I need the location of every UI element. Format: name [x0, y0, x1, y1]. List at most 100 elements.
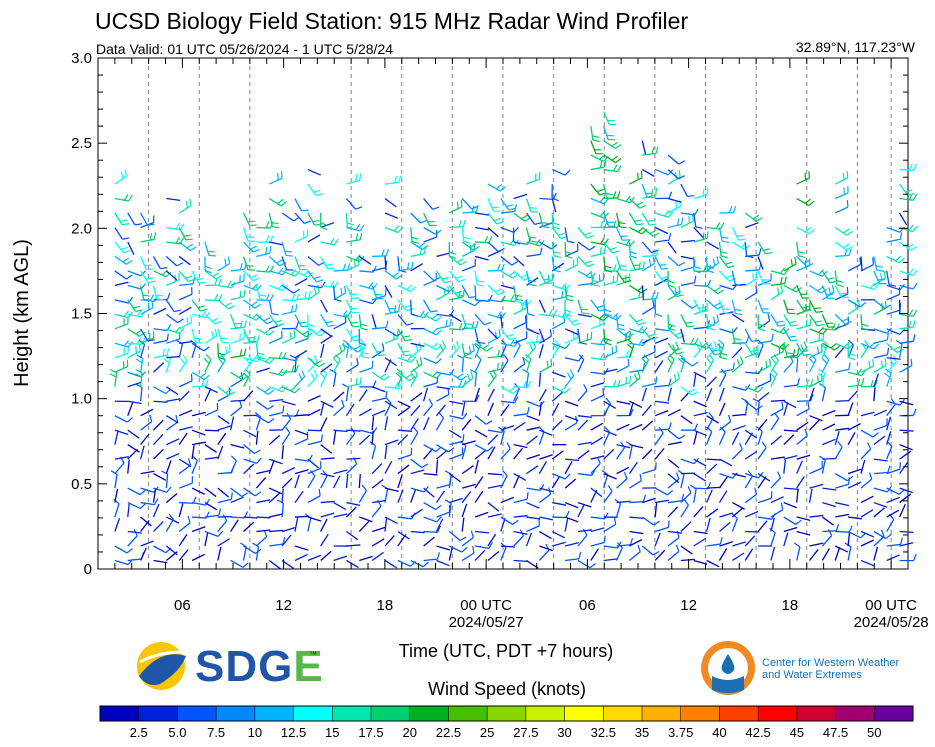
wind-barb-feather — [667, 357, 673, 364]
wind-barb — [191, 445, 195, 460]
wind-barb — [435, 404, 446, 417]
wind-barb — [835, 368, 850, 373]
wind-barb-feather — [355, 377, 358, 385]
wind-barb-feather — [872, 432, 879, 438]
wind-barb-feather — [285, 254, 293, 257]
wind-barb — [448, 429, 462, 439]
wind-barb — [898, 343, 903, 358]
wind-barb — [565, 458, 580, 462]
wind-barb — [294, 438, 308, 446]
wind-barb-feather — [716, 256, 719, 264]
wind-barb — [448, 270, 459, 283]
wind-barb-feather — [464, 323, 472, 325]
wind-barb-feather — [201, 379, 205, 387]
wind-barb — [268, 460, 275, 474]
wind-barb — [166, 516, 180, 524]
wind-barb — [281, 418, 292, 431]
wind-barb-feather — [539, 247, 543, 255]
wind-barb-feather — [394, 175, 398, 184]
wind-barb — [114, 430, 119, 445]
wind-barb — [410, 363, 423, 373]
wind-barb-feather — [493, 218, 501, 222]
wind-barb-feather — [552, 226, 561, 230]
wind-barb — [796, 324, 811, 330]
wind-barb — [796, 488, 799, 503]
wind-barb-feather — [315, 329, 323, 335]
wind-barb — [346, 264, 360, 272]
wind-barb-feather — [188, 278, 196, 283]
wind-barb — [449, 206, 463, 214]
wind-barb-feather — [313, 287, 317, 295]
wind-barb — [346, 364, 359, 373]
wind-barb-feather — [526, 406, 530, 414]
wind-barb-feather — [649, 229, 657, 235]
wind-barb-feather — [395, 372, 402, 378]
wind-barb — [346, 239, 361, 243]
wind-barb-feather — [441, 276, 449, 280]
wind-barb — [397, 407, 410, 417]
wind-barb-feather — [716, 314, 720, 322]
wind-barb — [873, 354, 888, 359]
wind-barb-feather — [567, 240, 575, 244]
wind-barb-feather — [788, 320, 796, 324]
wind-barb-feather — [678, 261, 686, 267]
wind-barb-feather — [743, 244, 751, 250]
wind-barb-feather — [122, 223, 130, 226]
wind-barb — [165, 270, 178, 281]
wind-barb — [281, 256, 288, 270]
wind-barb — [706, 486, 721, 489]
wind-barb — [731, 518, 738, 532]
wind-barb — [320, 256, 328, 270]
wind-barb — [332, 430, 337, 445]
wind-barb — [525, 270, 531, 285]
wind-barb — [166, 279, 180, 286]
wind-barb — [165, 313, 178, 324]
wind-barb — [307, 168, 321, 176]
wind-barb — [628, 402, 634, 416]
wind-barb-feather — [835, 323, 840, 331]
wind-barb — [629, 328, 644, 334]
wind-barb — [706, 376, 717, 388]
wind-barb-feather — [804, 226, 812, 233]
wind-barb — [590, 487, 603, 498]
wind-barb — [577, 504, 585, 518]
wind-barb-feather — [668, 327, 676, 332]
wind-barb — [165, 493, 178, 504]
wind-barb — [706, 299, 718, 310]
wind-barb — [371, 285, 378, 299]
wind-barb-feather — [376, 350, 384, 353]
wind-barb-feather — [596, 305, 604, 309]
wind-barb — [539, 222, 553, 229]
wind-barb — [783, 343, 788, 358]
wind-barb — [577, 270, 591, 279]
wind-barb — [629, 530, 644, 535]
wind-barb-feather — [109, 373, 117, 378]
wind-barb — [448, 255, 461, 266]
wind-barb-feather — [898, 257, 905, 264]
wind-barb — [371, 526, 386, 533]
wind-barb — [204, 487, 217, 498]
wind-barb-feather — [259, 298, 267, 301]
wind-barb — [204, 359, 212, 373]
wind-barb — [127, 270, 142, 277]
wind-barb — [770, 291, 783, 301]
wind-barb-feather — [428, 398, 434, 406]
wind-barb-feather — [464, 356, 472, 359]
wind-barb-feather — [224, 302, 232, 307]
wind-barb-feather — [864, 340, 870, 347]
wind-barb — [757, 497, 772, 504]
wind-barb-feather — [558, 232, 566, 236]
wind-barb — [165, 415, 179, 424]
wind-barb — [693, 530, 708, 535]
wind-barb — [641, 545, 654, 556]
wind-barb-feather — [460, 260, 467, 266]
wind-barb — [577, 299, 583, 314]
wind-barb-feather — [637, 370, 641, 378]
wind-barb — [487, 284, 499, 296]
wind-barb-feather — [218, 294, 223, 301]
wind-barb — [796, 408, 810, 417]
wind-barb — [346, 429, 361, 432]
colorbar-tick-label: 50 — [867, 725, 881, 740]
wind-barb — [397, 328, 406, 342]
wind-barb — [551, 212, 554, 228]
